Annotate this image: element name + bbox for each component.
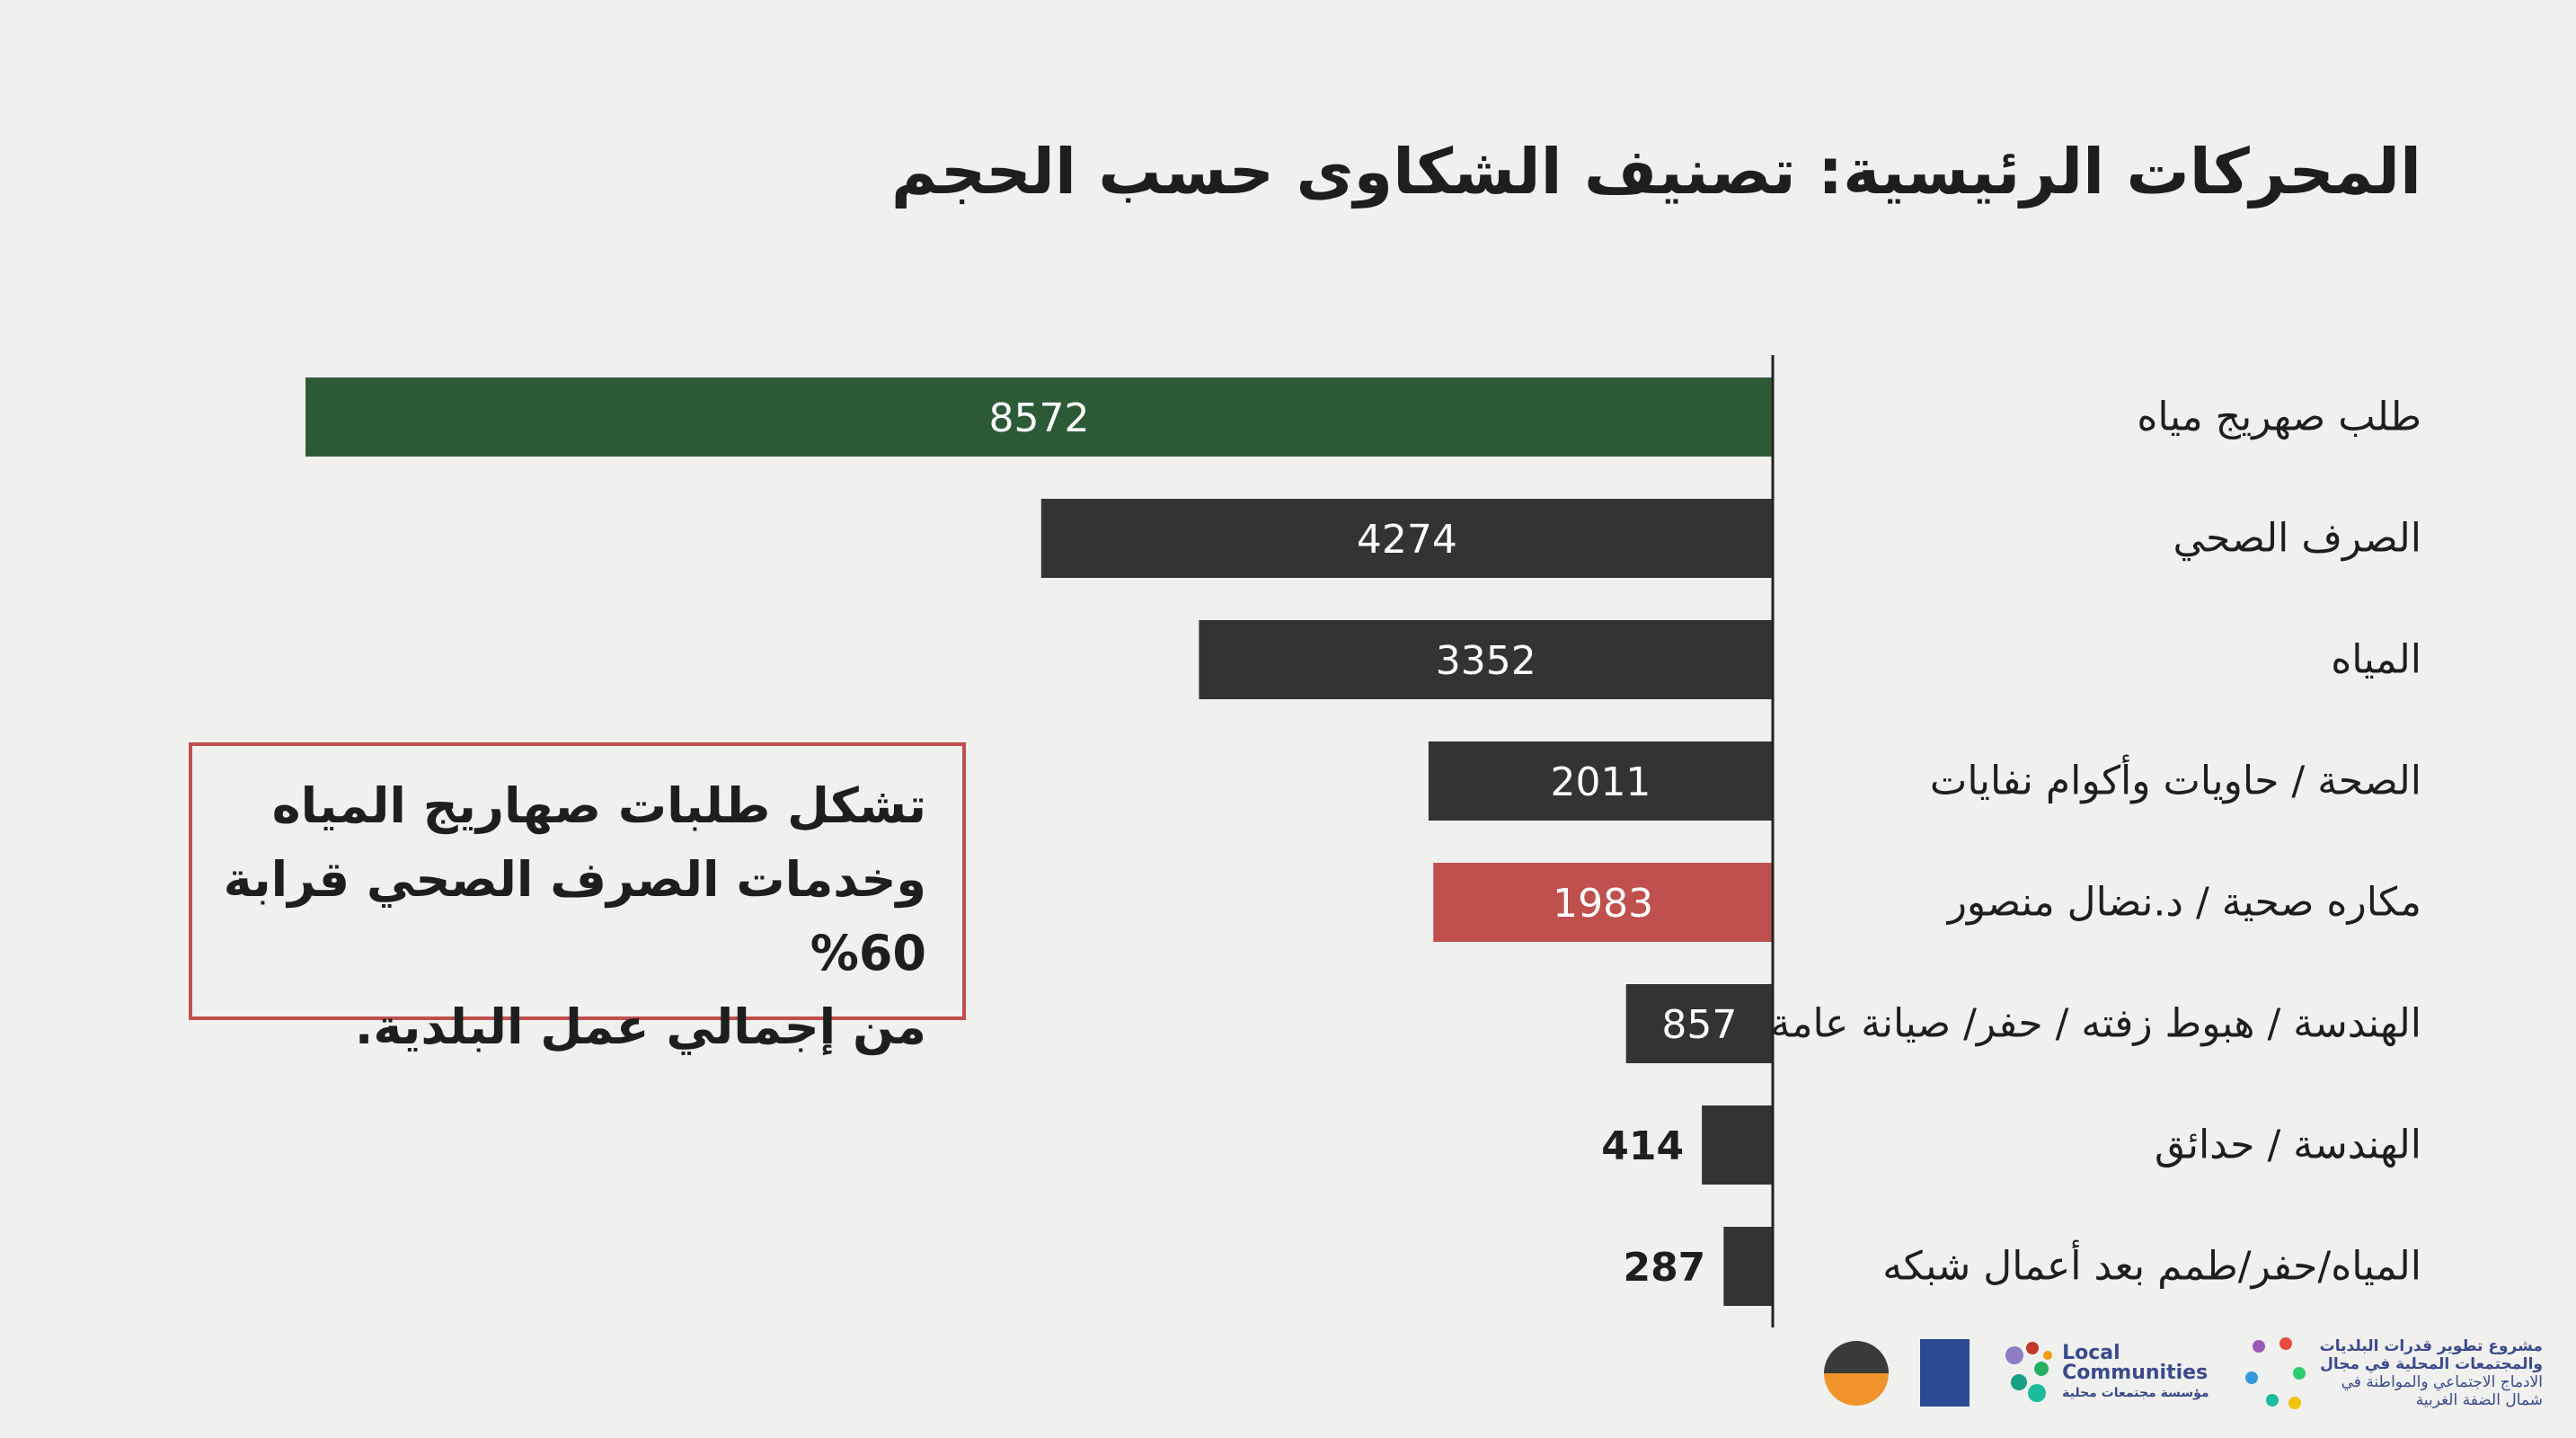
category-label: المياه/حفر/طمم بعد أعمال شبكه: [1882, 1243, 2421, 1290]
data-label: 1983: [1553, 881, 1653, 927]
economic-forum-logo: [1824, 1340, 1889, 1406]
logos-footer: Local Communities مؤسسة مجتمعات محلية مش…: [1824, 1321, 2543, 1425]
bar: [1702, 1105, 1773, 1185]
local-communities-logo: Local Communities مؤسسة مجتمعات محلية: [2001, 1337, 2209, 1409]
bar: [1040, 499, 1773, 578]
callout-line: تشكل طلبات صهاريج المياه: [271, 777, 926, 834]
category-label: الصرف الصحي: [2173, 515, 2421, 562]
category-label: طلب صهريج مياه: [2137, 394, 2421, 440]
bar: [1723, 1227, 1773, 1306]
category-label: الصحة / حاويات وأكوام نفايات: [1929, 758, 2421, 804]
mdlf-logo: [1920, 1339, 1970, 1407]
bar: [1428, 741, 1773, 821]
data-label: 4274: [1357, 517, 1457, 563]
bar: [305, 377, 1773, 457]
category-label: الهندسة / حدائق: [2155, 1122, 2421, 1168]
callout-line: وخدمات الصرف الصحي قرابة 60%: [223, 851, 926, 981]
bar: [1625, 984, 1773, 1063]
category-label: مكاره صحية / د.نضال منصور: [1947, 879, 2421, 926]
category-label: المياه: [2331, 636, 2421, 683]
project-logo: مشروع تطوير قدرات البلديات والمجتمعات ال…: [2241, 1333, 2543, 1414]
data-label: 2011: [1550, 759, 1651, 805]
category-label: الهندسة / هبوط زفته / حفر/ صيانة عامة: [1770, 1000, 2421, 1047]
data-label: 857: [1661, 1002, 1737, 1048]
callout-line: من إجمالي عمل البلدية.: [354, 999, 926, 1055]
people-icon: [2244, 1336, 2306, 1409]
dots-icon: [2005, 1341, 2053, 1402]
data-label: 3352: [1436, 638, 1536, 684]
data-label: 287: [1623, 1245, 1705, 1291]
callout-box: تشكل طلبات صهاريج المياه وخدمات الصرف ال…: [189, 742, 966, 1055]
chart-title: المحركات الرئيسية: تصنيف الشكاوى حسب الح…: [890, 135, 2421, 209]
data-label: 8572: [989, 395, 1090, 441]
bar: [1199, 620, 1773, 699]
data-label: 414: [1601, 1123, 1684, 1169]
bar: [1433, 863, 1773, 942]
